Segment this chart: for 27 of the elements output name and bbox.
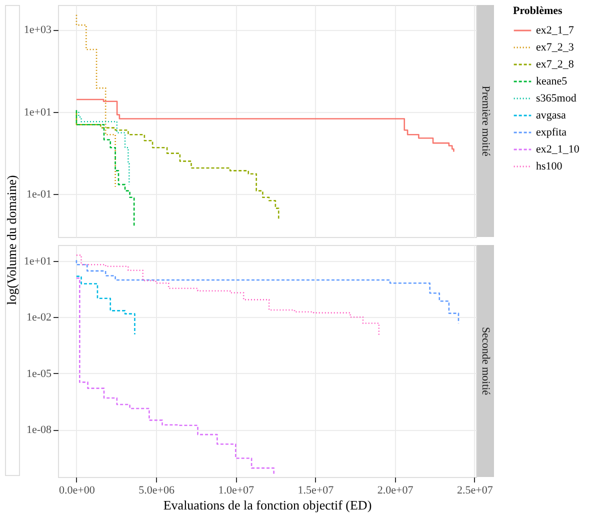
text: Première moitié [480,86,492,156]
x-tick-label: 5.0e+06 [138,484,175,496]
x-tick-label: 0.0e+00 [59,484,96,496]
legend-title: Problèmes [513,5,564,17]
x-tick-label: 1.5e+07 [298,484,334,496]
x-axis-title: Evaluations de la fonction objectif (ED) [163,498,372,512]
text: Seconde moitié [480,326,492,396]
y-tick-label: 1e+03 [24,24,52,36]
y-tick-label: 1e-08 [26,424,52,436]
x-tick-label: 1.0e+07 [218,484,255,496]
x-tick-label: 2.5e+07 [456,484,494,496]
legend-label: keane5 [536,76,568,88]
legend-label: ex2_1_10 [536,144,580,156]
legend-label: expfita [536,126,567,138]
legend-label: ex2_1_7 [536,24,574,36]
y-tick-label: 1e-01 [26,188,52,201]
legend-label: avgasa [536,110,566,122]
legend-label: ex7_2_3 [536,42,574,54]
legend-label: hs100 [536,160,563,172]
legend-label: s365mod [536,92,577,104]
y-axis-title: log(Volume du domaine) [4,175,19,305]
y-tick-label: 1e+01 [24,106,52,118]
legend-label: ex7_2_8 [536,58,574,70]
y-tick-label: 1e-05 [26,368,52,380]
y-tick-label: 1e-02 [26,312,52,324]
y-tick-label: 1e+01 [24,255,52,268]
x-tick-label: 2.0e+07 [377,484,414,496]
